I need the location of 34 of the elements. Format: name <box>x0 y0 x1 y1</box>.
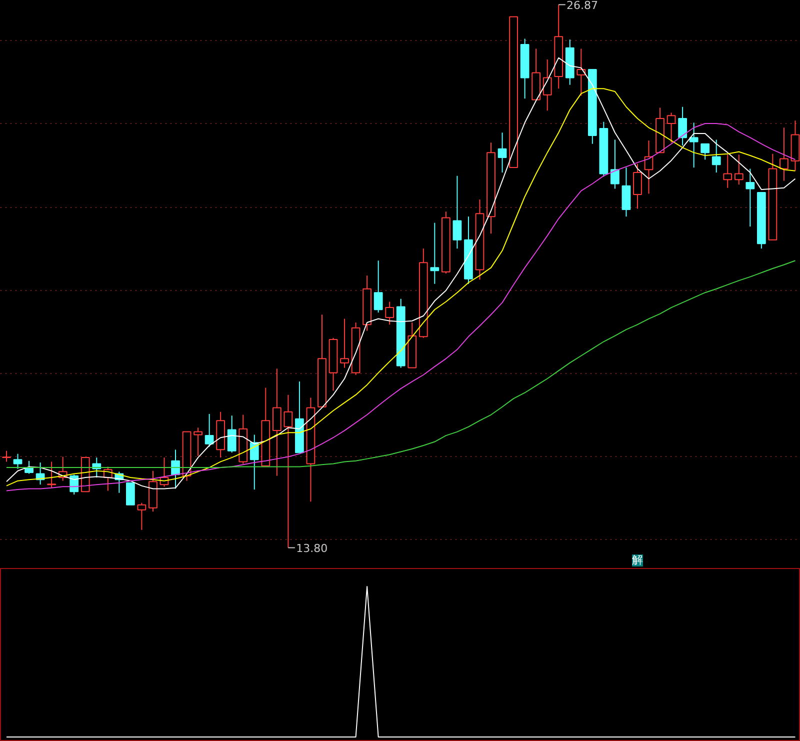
candlestick <box>204 413 214 448</box>
candlestick <box>374 260 383 314</box>
candlestick <box>622 167 631 218</box>
candlestick <box>712 139 721 174</box>
candlestick <box>666 112 676 144</box>
candlestick <box>723 154 732 188</box>
candlestick <box>644 140 654 194</box>
candlestick <box>47 461 56 488</box>
candlestick <box>542 59 552 112</box>
candlestick <box>452 175 462 250</box>
candlestick <box>633 163 642 210</box>
candlestick <box>430 222 440 284</box>
candlestick <box>194 427 202 456</box>
candlestick <box>576 48 586 96</box>
candlestick <box>678 106 687 146</box>
candlestick <box>610 139 620 190</box>
candlestick <box>780 127 788 182</box>
candlestick <box>284 394 293 548</box>
annotation: 26.87 <box>566 0 598 12</box>
candlestick <box>734 154 744 186</box>
candlestick <box>700 143 710 160</box>
annotation: 解 <box>632 554 643 566</box>
candlestick <box>689 122 698 168</box>
candlestick <box>227 415 236 454</box>
candlestick <box>272 368 282 476</box>
candlestick <box>126 482 135 506</box>
candlestick <box>250 434 259 490</box>
candlestick <box>340 318 349 368</box>
candlestick <box>137 502 146 530</box>
candlestick <box>498 132 507 174</box>
candlestick <box>385 301 394 326</box>
annotation: 13.80 <box>296 542 328 556</box>
candlestick <box>13 453 22 470</box>
candlestick <box>746 168 755 228</box>
